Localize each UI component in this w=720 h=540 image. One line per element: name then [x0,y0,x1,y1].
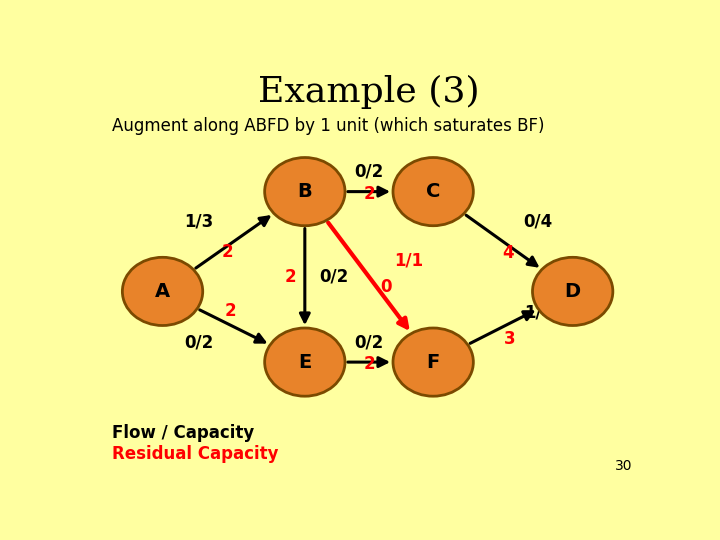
Text: 0/2: 0/2 [319,268,348,286]
Text: 1/3: 1/3 [184,213,214,231]
Ellipse shape [393,328,473,396]
Text: 2: 2 [363,355,375,373]
Text: 0/4: 0/4 [523,213,552,231]
Text: E: E [298,353,312,372]
Text: 2: 2 [363,185,375,202]
Text: 0/2: 0/2 [354,163,384,181]
Text: F: F [426,353,440,372]
Text: 0: 0 [380,278,392,296]
Text: 1/4: 1/4 [525,303,554,321]
Ellipse shape [393,158,473,226]
Text: D: D [564,282,581,301]
Ellipse shape [122,258,203,326]
Text: 0/2: 0/2 [184,334,214,352]
Text: 4: 4 [503,244,514,262]
Text: A: A [155,282,170,301]
Text: 2: 2 [221,243,233,261]
Ellipse shape [265,158,345,226]
Text: 3: 3 [504,330,516,348]
Text: 30: 30 [615,459,632,473]
Ellipse shape [533,258,613,326]
Text: 1/1: 1/1 [395,251,424,269]
Ellipse shape [265,328,345,396]
Text: Residual Capacity: Residual Capacity [112,444,279,463]
Text: 2: 2 [225,302,237,320]
Text: B: B [297,182,312,201]
Text: Augment along ABFD by 1 unit (which saturates BF): Augment along ABFD by 1 unit (which satu… [112,117,545,135]
Text: Example (3): Example (3) [258,75,480,109]
Text: C: C [426,182,441,201]
Text: Flow / Capacity: Flow / Capacity [112,424,255,442]
Text: 0/2: 0/2 [354,333,384,351]
Text: 2: 2 [285,268,297,286]
